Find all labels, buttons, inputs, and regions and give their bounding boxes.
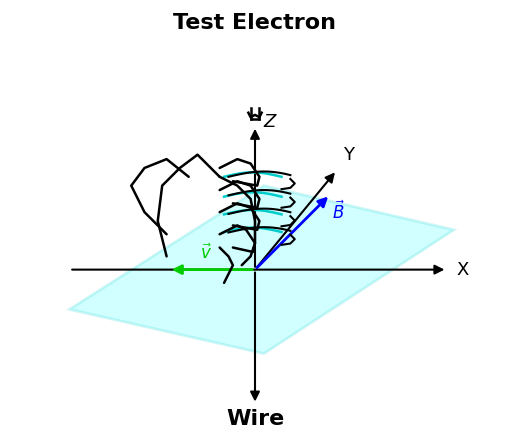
- Text: X: X: [455, 261, 468, 278]
- Text: Z: Z: [263, 113, 276, 131]
- Text: Y: Y: [343, 145, 354, 164]
- Text: Test Electron: Test Electron: [173, 13, 336, 33]
- Text: Wire: Wire: [225, 409, 284, 429]
- Polygon shape: [69, 186, 453, 354]
- Text: $\vec{B}$: $\vec{B}$: [332, 201, 345, 223]
- Text: $\vec{v}$: $\vec{v}$: [200, 244, 212, 263]
